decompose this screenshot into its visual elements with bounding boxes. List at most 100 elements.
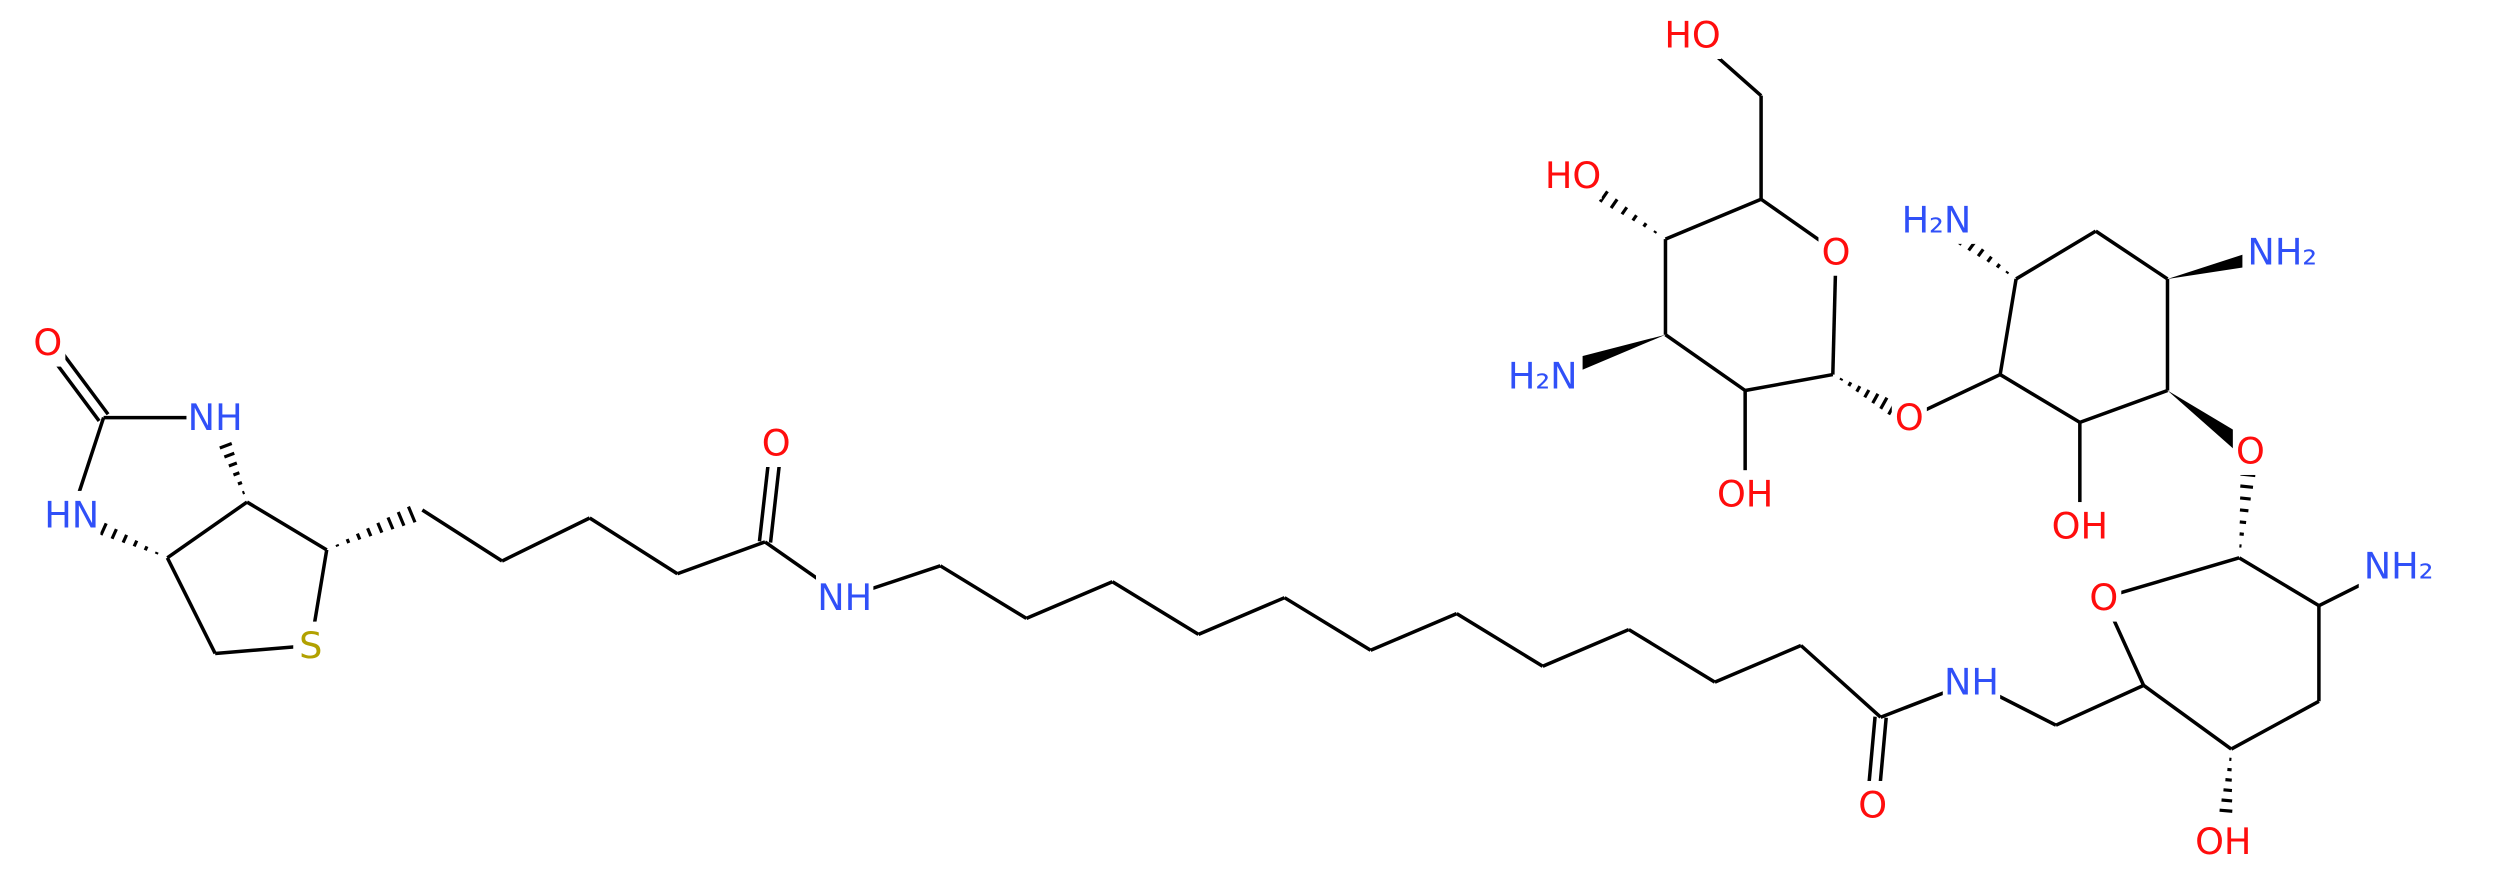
atom-label: OH	[1717, 473, 1773, 516]
hash-bond	[406, 505, 417, 523]
bond	[1283, 596, 1372, 652]
bond	[421, 508, 503, 563]
bond	[2103, 556, 2240, 600]
hash-bond	[2240, 484, 2254, 489]
hash-bond	[1631, 214, 1638, 222]
hash-bond	[2239, 508, 2249, 513]
label-background	[2232, 427, 2268, 475]
label-background	[1891, 393, 1927, 442]
hash-bond	[1976, 248, 1985, 258]
label-background	[2194, 817, 2252, 866]
label-background	[293, 621, 329, 670]
atom-label: NH	[817, 576, 872, 619]
label-background	[30, 318, 66, 367]
hash-bond	[228, 461, 238, 468]
bond	[2230, 699, 2320, 751]
bond	[166, 500, 249, 560]
hash-bond	[1598, 190, 1609, 203]
hash-bond	[1863, 389, 1871, 399]
atom-label: NH₂	[2247, 230, 2317, 273]
label-background	[1855, 780, 1891, 829]
bond	[1197, 596, 1286, 636]
atom-label: NH₂	[2364, 544, 2434, 587]
atom-label: NH	[188, 396, 243, 439]
atom-label: HO	[1664, 14, 1720, 57]
atom-label: O	[2089, 576, 2118, 619]
label-background	[816, 573, 874, 622]
bond	[1744, 372, 1834, 393]
bond	[1998, 278, 2018, 375]
atom-label: OH	[2052, 504, 2108, 547]
hash-bond	[110, 528, 118, 540]
hash-bond	[376, 522, 384, 534]
hash-bond	[1871, 393, 1880, 404]
hash-bond	[132, 539, 139, 548]
hash-bond	[2221, 798, 2233, 803]
bond	[1542, 627, 1630, 668]
atom-label: O	[1822, 230, 1851, 273]
hash-bond	[1839, 377, 1844, 382]
bond	[1627, 628, 1716, 684]
bond	[2094, 229, 2169, 281]
hash-bond	[154, 551, 159, 555]
atom-label: O	[33, 321, 62, 364]
hash-bond	[396, 511, 406, 527]
hash-bond	[2005, 270, 2010, 275]
atom-label: H₂N	[1508, 355, 1578, 398]
hash-bond	[241, 490, 246, 495]
label-background	[1716, 470, 1774, 518]
hash-bond	[1642, 222, 1648, 228]
hash-bond	[2239, 496, 2251, 501]
label-background	[758, 419, 794, 467]
bond	[939, 564, 1028, 620]
hash-bond	[345, 538, 351, 544]
hash-bond	[1847, 381, 1853, 387]
hash-bond	[99, 522, 108, 536]
atom-label: O	[762, 422, 791, 465]
bond	[1111, 580, 1200, 636]
bond	[165, 557, 217, 655]
bond	[588, 516, 679, 576]
bond	[1369, 612, 1458, 652]
atom-label: OH	[2195, 820, 2251, 863]
atom-label: O	[1895, 396, 1924, 439]
hash-bond	[1620, 206, 1629, 216]
bond	[2015, 229, 2097, 281]
bond	[676, 540, 766, 576]
hash-bond	[2239, 520, 2247, 525]
hash-bond	[335, 543, 340, 548]
hash-bond	[366, 527, 373, 537]
label-background	[1818, 227, 1854, 276]
bond	[1714, 643, 1802, 684]
hash-bond	[2219, 808, 2233, 813]
bond	[2142, 683, 2233, 751]
bond	[2079, 388, 2169, 425]
bond	[1999, 373, 2081, 424]
hash-bond	[223, 451, 235, 459]
atom-label: O	[2236, 430, 2265, 473]
label-background	[1663, 11, 1722, 59]
atom-label: S	[299, 624, 322, 667]
label-background	[2086, 573, 2122, 622]
bond	[501, 516, 591, 563]
label-background	[43, 490, 101, 539]
atom-label: NH	[1944, 661, 1999, 704]
atom-label: H₂N	[1902, 198, 1972, 241]
bond	[1664, 333, 1747, 392]
label-background	[1544, 151, 1602, 200]
hash-bond	[2225, 778, 2232, 782]
hash-bond	[1879, 396, 1889, 410]
hash-bond	[1653, 230, 1658, 234]
hash-bond	[386, 516, 395, 530]
atom-label: O	[1858, 783, 1887, 826]
label-background	[1942, 658, 2001, 707]
hash-bond	[121, 534, 129, 544]
atom-label: HN	[44, 493, 99, 536]
bond	[1799, 644, 1882, 719]
label-background	[1502, 352, 1583, 401]
bond	[1025, 580, 1114, 621]
hash-bond	[143, 545, 149, 551]
